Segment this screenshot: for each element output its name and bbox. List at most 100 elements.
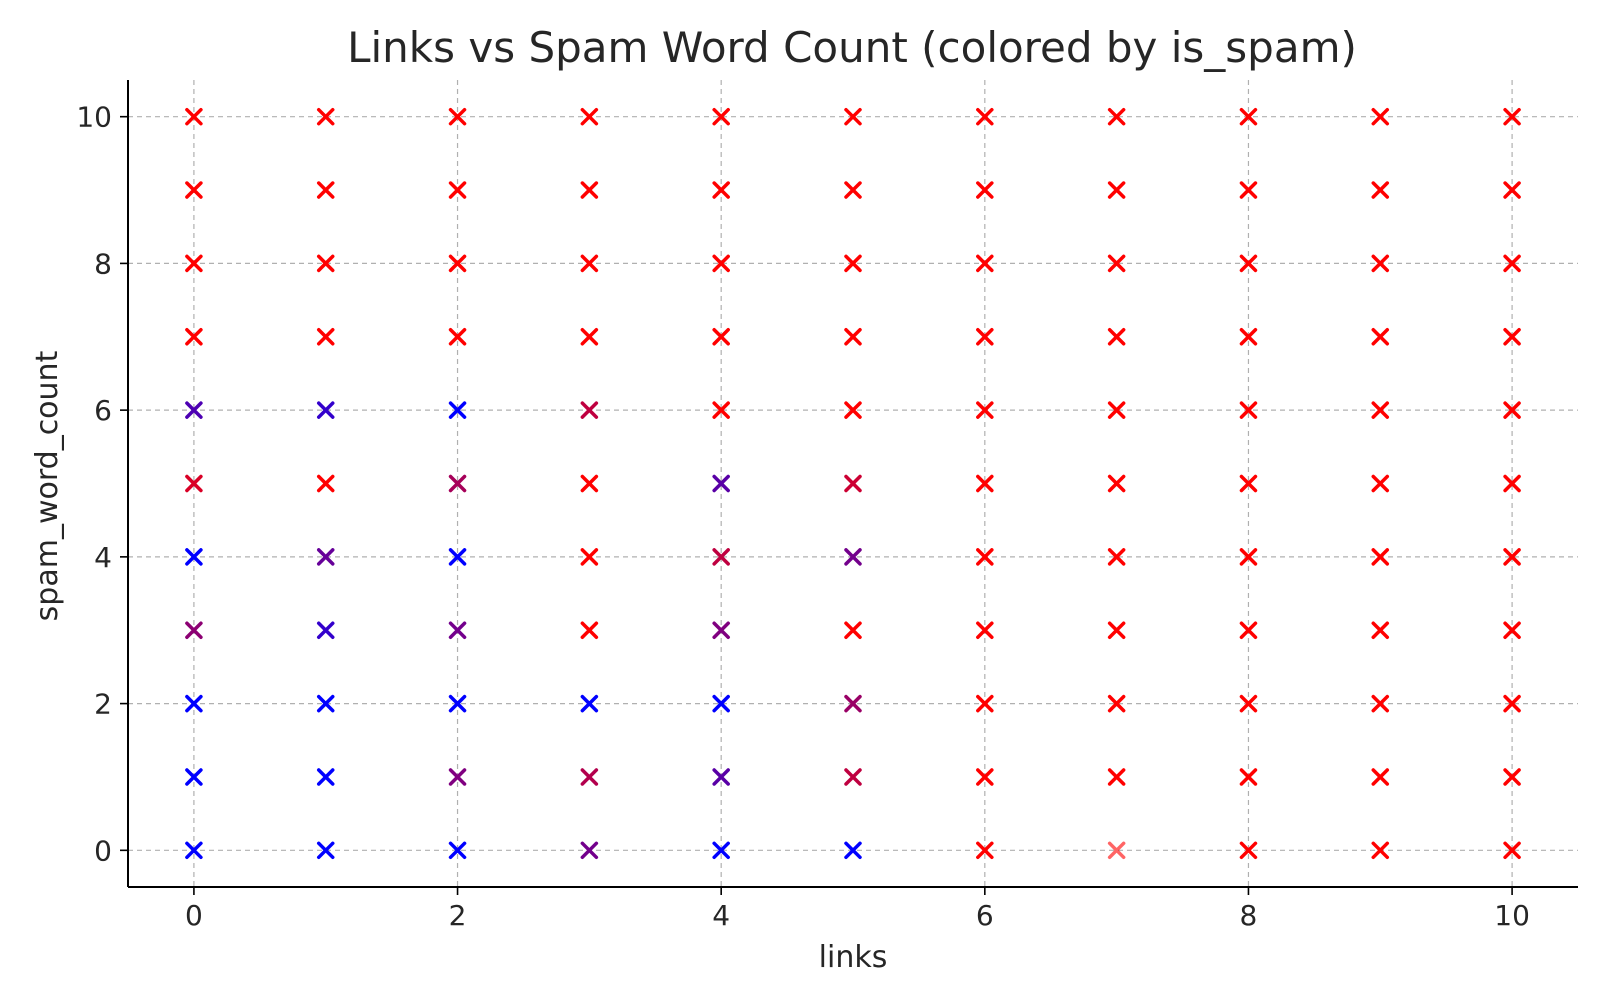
data-point bbox=[1107, 107, 1126, 126]
y-axis-label: spam_word_count bbox=[30, 350, 65, 621]
data-point bbox=[844, 768, 862, 786]
data-point bbox=[580, 254, 599, 273]
y-tick-label: 2 bbox=[94, 688, 112, 721]
data-point bbox=[976, 694, 994, 713]
data-point bbox=[1239, 107, 1258, 126]
data-point bbox=[185, 768, 203, 786]
data-point bbox=[448, 474, 467, 493]
data-point bbox=[448, 768, 467, 786]
data-point bbox=[712, 548, 730, 566]
data-point bbox=[712, 694, 730, 713]
data-point bbox=[1503, 107, 1521, 126]
x-tick-label: 4 bbox=[712, 899, 730, 932]
y-tick-label: 0 bbox=[94, 834, 112, 867]
axes bbox=[127, 80, 1578, 888]
data-point bbox=[185, 621, 203, 639]
data-point bbox=[316, 694, 335, 713]
data-point bbox=[1503, 328, 1521, 346]
data-point bbox=[844, 107, 862, 126]
data-point bbox=[712, 768, 730, 786]
data-point bbox=[1371, 474, 1390, 493]
data-point bbox=[1503, 621, 1521, 639]
data-point bbox=[1371, 694, 1390, 713]
data-point bbox=[316, 181, 335, 199]
data-point bbox=[448, 107, 467, 126]
data-point bbox=[1371, 254, 1390, 273]
data-point bbox=[976, 401, 994, 419]
data-point bbox=[1239, 474, 1258, 493]
data-point bbox=[976, 328, 994, 346]
data-point bbox=[712, 254, 730, 273]
data-point bbox=[844, 181, 862, 199]
data-point bbox=[580, 107, 599, 126]
data-point bbox=[844, 328, 862, 346]
data-point bbox=[185, 107, 203, 126]
data-point bbox=[976, 474, 994, 493]
data-point bbox=[844, 254, 862, 273]
data-point bbox=[1239, 328, 1258, 346]
data-point bbox=[185, 474, 203, 493]
data-point bbox=[316, 548, 335, 566]
data-point bbox=[1239, 768, 1258, 786]
data-point bbox=[844, 548, 862, 566]
y-tick-label: 10 bbox=[76, 101, 112, 134]
data-point bbox=[316, 107, 335, 126]
data-point bbox=[1107, 474, 1126, 493]
data-point bbox=[712, 181, 730, 199]
data-point bbox=[1107, 328, 1126, 346]
data-point bbox=[1503, 768, 1521, 786]
data-point bbox=[712, 474, 730, 493]
data-point bbox=[580, 694, 599, 713]
data-point bbox=[448, 328, 467, 346]
data-point bbox=[1503, 254, 1521, 273]
data-point bbox=[448, 694, 467, 713]
data-point bbox=[976, 768, 994, 786]
x-tick-label: 0 bbox=[185, 899, 203, 932]
data-point bbox=[316, 841, 335, 860]
data-point bbox=[316, 768, 335, 786]
data-point bbox=[1371, 181, 1390, 199]
data-point bbox=[1371, 768, 1390, 786]
data-point bbox=[185, 254, 203, 273]
y-tick-label: 8 bbox=[94, 247, 112, 280]
data-points bbox=[185, 107, 1521, 860]
y-tick-label: 4 bbox=[94, 541, 112, 574]
x-tick-label: 10 bbox=[1494, 899, 1530, 932]
data-point bbox=[1371, 841, 1390, 860]
data-point bbox=[712, 401, 730, 419]
data-point bbox=[1371, 328, 1390, 346]
data-point bbox=[185, 841, 203, 860]
data-point bbox=[976, 841, 994, 860]
data-point bbox=[1107, 181, 1126, 199]
data-point bbox=[316, 621, 335, 639]
data-point bbox=[185, 328, 203, 346]
data-point bbox=[712, 621, 730, 639]
data-point bbox=[580, 328, 599, 346]
data-point bbox=[712, 107, 730, 126]
data-point bbox=[580, 474, 599, 493]
data-point bbox=[185, 401, 203, 419]
data-point bbox=[185, 694, 203, 713]
data-point bbox=[1107, 768, 1126, 786]
data-point bbox=[316, 401, 335, 419]
data-point bbox=[1503, 181, 1521, 199]
data-point bbox=[976, 107, 994, 126]
x-tick-label: 2 bbox=[449, 899, 467, 932]
data-point bbox=[1239, 401, 1258, 419]
data-point bbox=[844, 694, 862, 713]
data-point bbox=[1107, 694, 1126, 713]
data-point bbox=[448, 181, 467, 199]
data-point bbox=[1371, 401, 1390, 419]
data-point bbox=[316, 474, 335, 493]
data-point bbox=[976, 181, 994, 199]
data-point bbox=[1371, 548, 1390, 566]
data-point bbox=[185, 548, 203, 566]
data-point bbox=[580, 181, 599, 199]
data-point bbox=[844, 621, 862, 639]
data-point bbox=[1239, 841, 1258, 860]
data-point bbox=[1239, 181, 1258, 199]
data-point bbox=[1503, 841, 1521, 860]
x-tick-label: 8 bbox=[1240, 899, 1258, 932]
